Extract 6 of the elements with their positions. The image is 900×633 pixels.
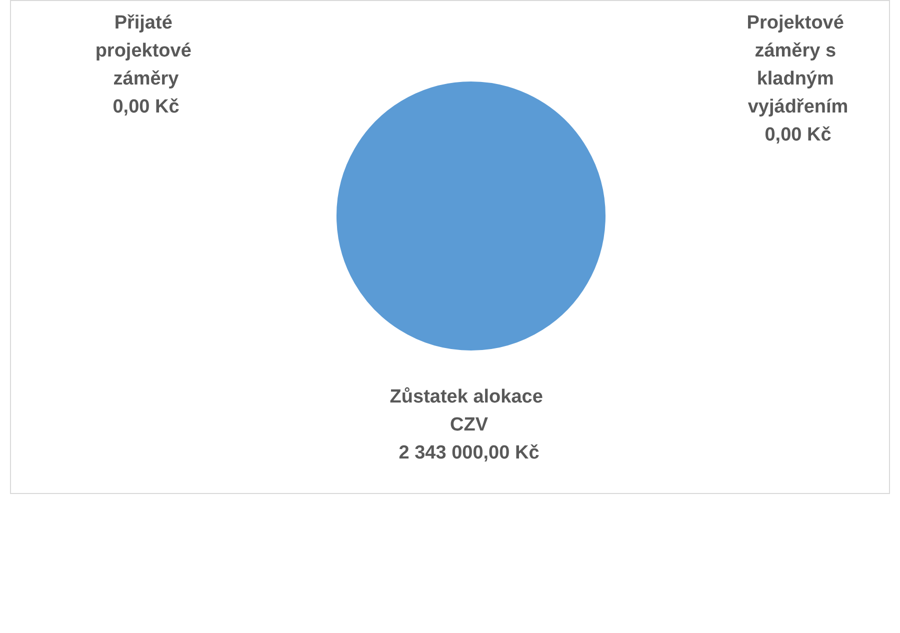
slice-label: Zůstatek alokace CZV [390, 386, 548, 436]
text: 0,00 Kč [112, 96, 180, 118]
data-label: 2 343 000,00 Kč [398, 442, 540, 464]
category-label: Projektové záměry s kladným vyjádřením [746, 12, 848, 118]
category-label: Přijaté projektové záměry [95, 12, 192, 90]
text: 0,00 Kč [764, 124, 832, 146]
